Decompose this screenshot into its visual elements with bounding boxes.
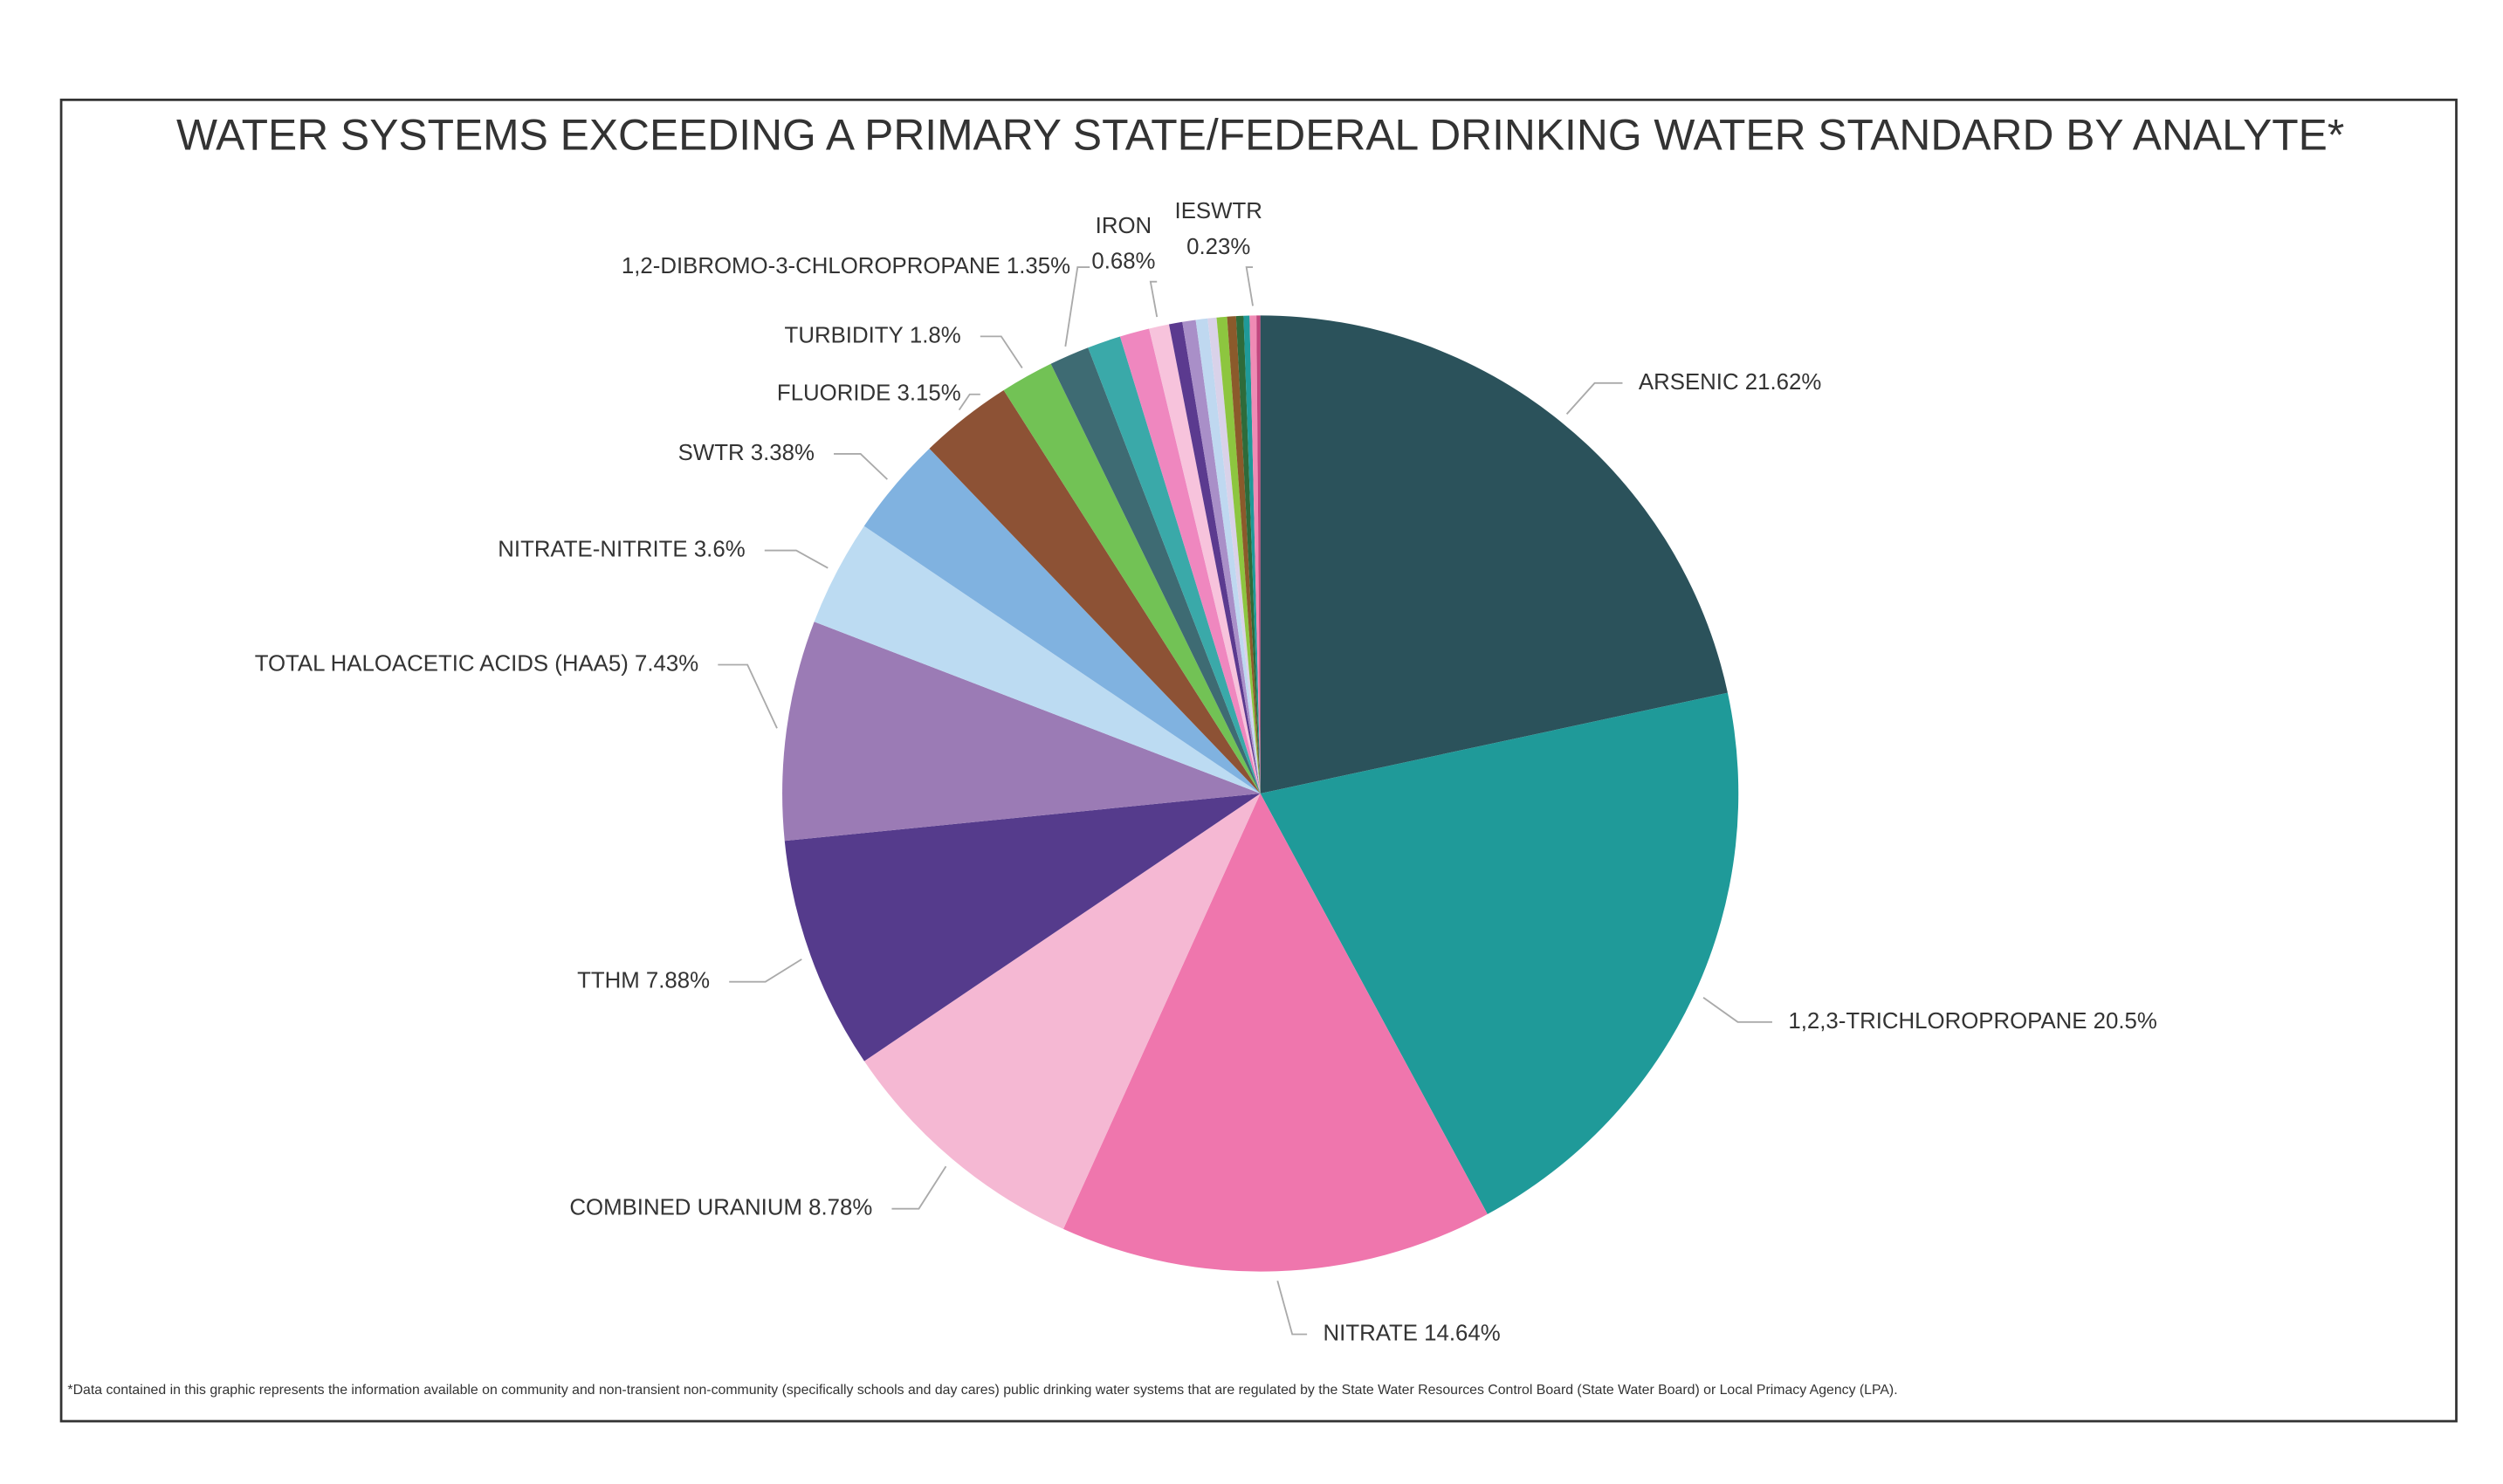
slice-label: COMBINED URANIUM xyxy=(569,1195,802,1219)
pie-slice xyxy=(1119,328,1261,794)
slice-label: IESWTR xyxy=(1175,199,1262,223)
pie-slice xyxy=(863,793,1261,1229)
pie-slice xyxy=(1062,793,1488,1272)
slice-value-label: 0.23% xyxy=(1186,235,1250,259)
pie-slice xyxy=(1003,363,1261,794)
pie-slice xyxy=(1256,315,1261,794)
slice-label-group: ARSENIC 21.62% xyxy=(1639,370,1821,395)
slice-value-label: 3.15% xyxy=(897,381,961,406)
slice-label-group: TURBIDITY 1.8% xyxy=(785,323,961,347)
pie-slice xyxy=(1235,315,1261,794)
leader-line xyxy=(1565,381,1623,415)
chart-title: WATER SYSTEMS EXCEEDING A PRIMARY STATE/… xyxy=(176,111,2344,160)
slice-value-label: 14.64% xyxy=(1424,1321,1501,1345)
leader-line xyxy=(1064,266,1090,347)
pie-slice xyxy=(1195,318,1261,794)
pie-slice xyxy=(1260,692,1739,1214)
pie-slice xyxy=(1149,324,1261,794)
slice-label-group: NITRATE-NITRITE 3.6% xyxy=(498,537,745,561)
slice-label: ARSENIC xyxy=(1639,370,1739,395)
leader-line xyxy=(958,393,980,411)
pie-slice xyxy=(1207,317,1261,794)
pie-slice xyxy=(1227,316,1261,794)
slice-label: NITRATE xyxy=(1324,1321,1418,1345)
leader-line xyxy=(1149,280,1159,318)
pie-slice xyxy=(863,448,1261,794)
slice-value-label: 8.78% xyxy=(808,1195,872,1219)
slice-label-group: COMBINED URANIUM 8.78% xyxy=(569,1195,872,1219)
pie-slice xyxy=(1050,347,1261,794)
frame xyxy=(59,98,2458,1423)
pie-slice xyxy=(1249,315,1261,794)
slice-value-label: 21.62% xyxy=(1745,370,1822,395)
pie-slice xyxy=(1088,336,1261,794)
pie-slice xyxy=(782,622,1261,842)
leader-line xyxy=(718,663,778,729)
slice-label: 1,2-DIBROMO-3-CHLOROPROPANE xyxy=(622,254,1001,278)
leader-line xyxy=(980,335,1023,369)
leader-line xyxy=(1276,1281,1308,1336)
slice-label: FLUORIDE xyxy=(777,381,890,406)
leader-line xyxy=(891,1165,947,1210)
leader-line xyxy=(1245,266,1254,306)
slice-value-label: 3.38% xyxy=(751,441,815,465)
leader-line xyxy=(764,549,829,569)
footnote: *Data contained in this graphic represen… xyxy=(67,1383,1897,1398)
slice-label: 1,2,3-TRICHLOROPROPANE xyxy=(1788,1009,2087,1034)
pie-slice xyxy=(1260,315,1728,794)
slice-value-label: 7.43% xyxy=(635,651,698,676)
slice-label-group: NITRATE 14.64% xyxy=(1324,1321,1501,1345)
slice-label-group: TTHM 7.88% xyxy=(577,969,710,993)
leader-line xyxy=(729,958,802,983)
pie-slice xyxy=(929,390,1261,794)
slice-label: TOTAL HALOACETIC ACIDS (HAA5) xyxy=(255,651,629,676)
slice-label: TURBIDITY xyxy=(785,323,904,347)
slice-value-label: 7.88% xyxy=(646,969,710,993)
leader-line xyxy=(1702,996,1772,1023)
pie-slice xyxy=(1216,316,1261,794)
slice-value-label: 1.8% xyxy=(910,323,961,347)
slice-value-label: 0.68% xyxy=(1091,249,1155,273)
slice-value-label: 20.5% xyxy=(2094,1009,2157,1034)
pie-slice xyxy=(784,793,1261,1061)
slice-label: SWTR xyxy=(678,441,745,465)
slice-label: TTHM xyxy=(577,969,640,993)
leader-line xyxy=(834,453,888,480)
slice-label-group: TOTAL HALOACETIC ACIDS (HAA5) 7.43% xyxy=(255,651,699,676)
slice-value-label: 3.6% xyxy=(694,537,746,561)
slice-label-group: FLUORIDE 3.15% xyxy=(777,381,961,406)
pie-slice xyxy=(1182,319,1261,794)
slice-label: NITRATE-NITRITE xyxy=(498,537,687,561)
slice-value-label: 1.35% xyxy=(1007,254,1070,278)
pie-slice xyxy=(1169,321,1261,794)
slice-label: IRON xyxy=(1096,214,1152,238)
slice-label-group: 1,2,3-TRICHLOROPROPANE 20.5% xyxy=(1788,1009,2157,1034)
slice-label-group: SWTR 3.38% xyxy=(678,441,815,465)
pie-slice xyxy=(1243,315,1261,794)
slice-label-group: 1,2-DIBROMO-3-CHLOROPROPANE 1.35% xyxy=(622,254,1070,278)
pie-slice xyxy=(814,526,1261,794)
